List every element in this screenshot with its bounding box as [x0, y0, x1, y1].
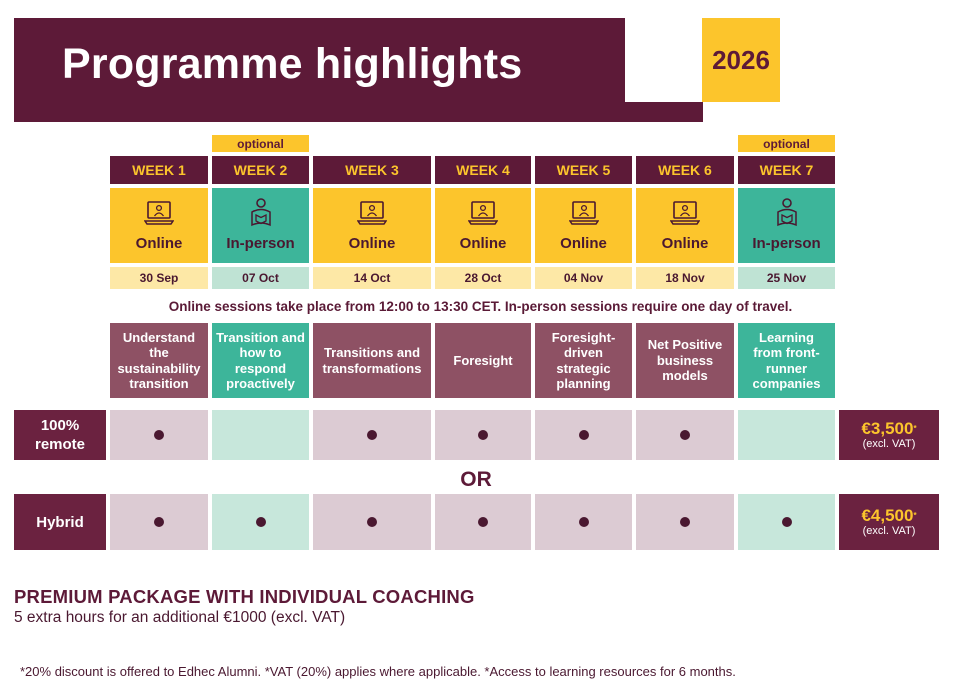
week-6-topic: Net Positive business models	[636, 323, 734, 398]
page-title: Programme highlights	[62, 40, 523, 88]
title-banner	[14, 18, 703, 122]
week-4-topic: Foresight	[435, 323, 531, 398]
week-3-header: WEEK 3	[313, 156, 431, 184]
remote-price-note: (excl. VAT)	[862, 438, 916, 450]
laptop-person-icon	[357, 201, 387, 225]
week-7-date: 25 Nov	[738, 267, 835, 289]
week-2-mode: In-person	[212, 188, 309, 263]
hybrid-price: €4,500* (excl. VAT)	[839, 494, 939, 550]
included-dot	[478, 517, 488, 527]
week-3-mode: Online	[313, 188, 431, 263]
included-dot	[367, 430, 377, 440]
included-dot	[255, 517, 266, 527]
week-7-mode: In-person	[738, 188, 835, 263]
week-6-header: WEEK 6	[636, 156, 734, 184]
remote-price-amount: €3,500*	[861, 419, 917, 438]
included-dot	[154, 430, 164, 440]
included-dot	[154, 517, 164, 527]
week-7-topic: Learning from front-runner companies	[738, 323, 835, 398]
week-6-date: 18 Nov	[636, 267, 734, 289]
person-book-icon	[250, 198, 271, 227]
hybrid-price-amount: €4,500*	[861, 506, 917, 525]
laptop-person-icon	[144, 201, 174, 225]
week-2-mode-label: In-person	[226, 235, 295, 252]
week-5-mode: Online	[535, 188, 632, 263]
remote-week-6-cell	[636, 410, 734, 460]
hybrid-week-3-cell	[313, 494, 431, 550]
included-dot	[578, 430, 589, 440]
laptop-person-icon	[670, 201, 700, 225]
remote-label-line2: remote	[34, 436, 86, 453]
remote-week-2-cell	[212, 410, 309, 460]
week-3-topic: Transitions and transformations	[313, 323, 431, 398]
remote-label-line1: 100%	[40, 417, 80, 434]
laptop-person-icon	[568, 201, 599, 225]
footnotes: *20% discount is offered to Edhec Alumni…	[20, 664, 736, 679]
laptop-person-icon	[468, 201, 498, 225]
session-note: Online sessions take place from 12:00 to…	[168, 299, 793, 314]
week-2-date: 07 Oct	[212, 267, 309, 289]
or-divider: OR	[460, 468, 492, 491]
week-4-mode: Online	[435, 188, 531, 263]
optional-tag-week-7: optional	[738, 135, 835, 152]
included-dot	[680, 517, 690, 527]
included-dot	[781, 517, 792, 527]
remote-week-3-cell	[313, 410, 431, 460]
week-5-header: WEEK 5	[535, 156, 632, 184]
premium-subtitle: 5 extra hours for an additional €1000 (e…	[14, 609, 346, 626]
included-dot	[680, 430, 690, 440]
banner-notch	[625, 18, 703, 102]
week-3-date: 14 Oct	[313, 267, 431, 289]
week-5-date: 04 Nov	[535, 267, 632, 289]
hybrid-week-1-cell	[110, 494, 208, 550]
included-dot	[367, 517, 377, 527]
week-1-topic: Understand the sustainability transition	[110, 323, 208, 398]
week-4-header: WEEK 4	[435, 156, 531, 184]
hybrid-week-7-cell	[738, 494, 835, 550]
remote-week-5-cell	[535, 410, 632, 460]
hybrid-week-6-cell	[636, 494, 734, 550]
week-6-mode: Online	[636, 188, 734, 263]
included-dot	[478, 430, 488, 440]
week-7-mode-label: In-person	[752, 235, 821, 252]
week-1-mode-label: Online	[135, 235, 183, 252]
remote-week-4-cell	[435, 410, 531, 460]
week-1-header: WEEK 1	[110, 156, 208, 184]
remote-option-label: 100% remote	[14, 410, 106, 460]
remote-week-7-cell	[738, 410, 835, 460]
week-4-date: 28 Oct	[435, 267, 531, 289]
remote-week-1-cell	[110, 410, 208, 460]
week-1-date: 30 Sep	[110, 267, 208, 289]
hybrid-price-note: (excl. VAT)	[862, 525, 916, 537]
included-dot	[578, 517, 589, 527]
week-2-header: WEEK 2	[212, 156, 309, 184]
remote-price: €3,500* (excl. VAT)	[839, 410, 939, 460]
hybrid-option-label: Hybrid	[14, 494, 106, 550]
week-7-header: WEEK 7	[738, 156, 835, 184]
week-3-mode-label: Online	[348, 235, 396, 252]
hybrid-week-5-cell	[535, 494, 632, 550]
week-5-mode-label: Online	[560, 235, 607, 252]
year-badge: 2026	[702, 18, 780, 102]
optional-tag-week-2: optional	[212, 135, 309, 152]
week-4-mode-label: Online	[459, 235, 507, 252]
week-5-topic: Foresight-driven strategic planning	[535, 323, 632, 398]
week-2-topic: Transition and how to respond proactivel…	[212, 323, 309, 398]
week-1-mode: Online	[110, 188, 208, 263]
premium-title: PREMIUM PACKAGE WITH INDIVIDUAL COACHING	[14, 586, 475, 607]
week-6-mode-label: Online	[661, 235, 709, 252]
person-book-icon	[776, 198, 797, 227]
hybrid-week-4-cell	[435, 494, 531, 550]
hybrid-week-2-cell	[212, 494, 309, 550]
